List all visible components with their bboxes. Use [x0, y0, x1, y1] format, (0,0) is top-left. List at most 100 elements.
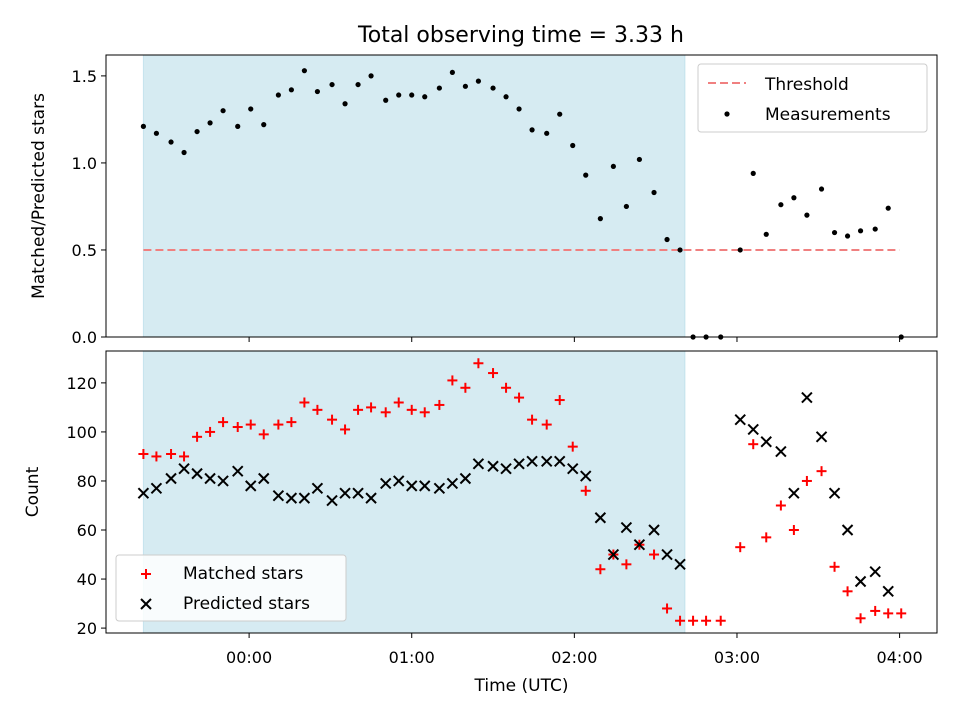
- matched-star-point: [748, 439, 759, 450]
- predicted-star-point: [869, 565, 881, 578]
- predicted-star-point: [620, 521, 633, 534]
- measurement-point: [140, 123, 147, 129]
- matched-star-point: [232, 422, 243, 433]
- predicted-star-point: [882, 585, 894, 598]
- predicted-star-point: [648, 524, 660, 536]
- measurement-point: [368, 73, 374, 79]
- x-b: [580, 470, 592, 482]
- matched-star-point: [218, 417, 229, 428]
- measurement-point: [651, 189, 657, 196]
- legend-box: [697, 63, 928, 133]
- matched-star-point: [554, 395, 565, 406]
- predicted-star-point: [285, 492, 298, 504]
- measurement-point: [396, 92, 402, 98]
- x-b: [165, 472, 177, 485]
- predicted-star-point: [217, 475, 229, 487]
- measurement-point: [275, 92, 281, 98]
- x-b: [567, 462, 579, 475]
- matched-star-point: [735, 542, 746, 553]
- measurement-point: [791, 195, 797, 201]
- matched-star-point: [419, 407, 430, 418]
- measurement-point: [623, 203, 629, 210]
- predicted-star-point: [311, 482, 324, 495]
- x-b: [854, 575, 867, 588]
- measurement-point: [207, 120, 213, 126]
- measurement-point: [516, 106, 522, 112]
- predicted-star-point: [815, 431, 828, 443]
- ratio-ytick-label: 1.5: [72, 67, 97, 86]
- matched-star-point: [621, 559, 632, 570]
- predicted-star-point: [633, 539, 646, 551]
- predicted-star-point: [446, 477, 459, 490]
- matched-star-point: [788, 525, 799, 536]
- measurement-point: [235, 123, 241, 129]
- ratio-ytick-label: 0.0: [72, 328, 97, 347]
- count-ylabel: Count: [23, 466, 43, 517]
- matched-star-point: [245, 419, 256, 430]
- matched-star-point: [460, 382, 471, 393]
- x-b: [419, 480, 431, 492]
- x-b: [406, 480, 418, 492]
- matched-star-point: [816, 466, 827, 477]
- predicted-star-point: [459, 472, 472, 485]
- predicted-star-point: [191, 467, 203, 480]
- legend-matched-label: Matched stars: [183, 564, 303, 584]
- x-b: [137, 487, 150, 499]
- x-b: [433, 482, 446, 495]
- measurement-point: [872, 226, 878, 232]
- matched-star-point: [327, 414, 338, 425]
- predicted-star-point: [433, 482, 446, 495]
- predicted-star-point: [513, 458, 525, 470]
- matched-star-point: [715, 615, 726, 626]
- measurement-point: [737, 247, 743, 253]
- measurement-point: [422, 94, 428, 100]
- x-b: [828, 487, 841, 499]
- predicted-star-point: [540, 455, 553, 468]
- matched-star-point: [662, 603, 673, 614]
- matched-star-point: [258, 429, 269, 440]
- ratio-ytick-label: 1.0: [72, 154, 97, 173]
- matched-star-point: [434, 399, 445, 410]
- count-axes-frame: [105, 350, 938, 634]
- count-xtick-label: 00:00: [226, 648, 272, 667]
- measurement-point: [342, 101, 348, 107]
- matched-star-point: [855, 613, 866, 624]
- x-b: [526, 455, 538, 468]
- predicted-star-point: [137, 487, 150, 499]
- x-b: [594, 512, 607, 524]
- matched-star-point: [393, 397, 404, 408]
- matched-star-point: [595, 564, 606, 575]
- ratio-panel: 0.0 0.5 1.0 1.5 Matched/Predicted stars Thres…: [29, 54, 938, 347]
- measurement-point: [153, 130, 160, 136]
- measurement-point: [301, 68, 307, 74]
- x-b: [365, 492, 377, 504]
- matched-star-point: [801, 475, 812, 486]
- matched-star-point: [138, 448, 149, 459]
- x-b: [513, 458, 525, 470]
- x-b: [258, 472, 270, 485]
- measurement-point: [503, 94, 509, 100]
- matched-star-point: [205, 426, 216, 437]
- measurement-point: [194, 128, 200, 135]
- x-b: [446, 477, 459, 490]
- legend-predicted-label: Predicted stars: [183, 594, 310, 614]
- legend-measurements-label: Measurements: [765, 105, 891, 125]
- count-panel: 20 40 60 80 100 120 00:00 01:00 02:00 03:00 04:00 C…: [23, 350, 938, 696]
- matched-star-point: [340, 424, 351, 435]
- count-ytick-label: 100: [66, 423, 97, 442]
- predicted-star-point: [272, 489, 285, 502]
- measurement-point: [261, 122, 267, 128]
- x-b: [459, 472, 472, 485]
- matched-star-point: [192, 431, 203, 442]
- measurement-point: [220, 108, 226, 114]
- x-b: [393, 475, 405, 487]
- predicted-star-point: [674, 558, 686, 571]
- measurement-point: [409, 92, 415, 98]
- measurement-point: [462, 83, 468, 89]
- measurement-point: [181, 149, 187, 156]
- predicted-star-point: [734, 413, 746, 426]
- x-b: [204, 472, 216, 485]
- legend-threshold-label: Threshold: [764, 75, 849, 95]
- measurement-point: [436, 85, 442, 91]
- count-ytick-label: 120: [66, 374, 97, 393]
